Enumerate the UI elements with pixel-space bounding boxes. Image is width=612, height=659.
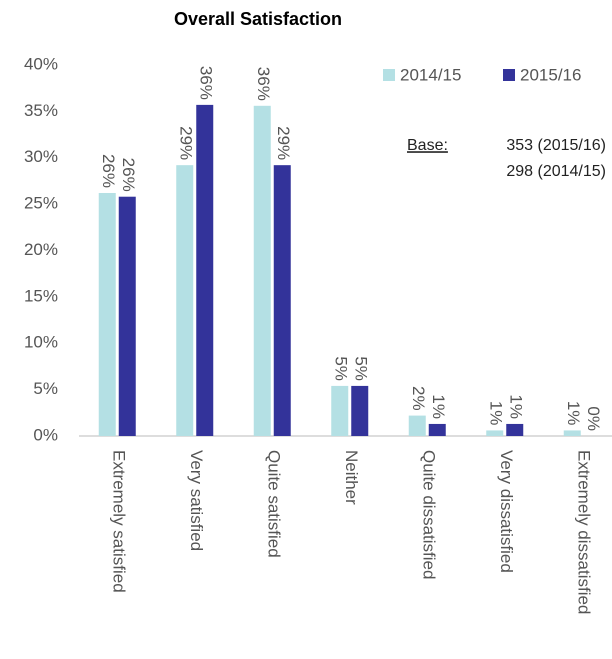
legend-swatch <box>503 69 515 81</box>
bar <box>273 165 291 437</box>
value-label: 26% <box>119 158 138 192</box>
chart-title: Overall Satisfaction <box>174 9 342 29</box>
value-label: 29% <box>176 126 195 160</box>
y-tick-label: 40% <box>24 54 58 73</box>
x-tick-label: Very dissatisfied <box>497 450 516 573</box>
x-tick-label: Neither <box>342 450 361 505</box>
value-label: 26% <box>99 154 118 188</box>
x-tick-label: Extremely dissatisfied <box>574 450 593 614</box>
bar <box>98 192 116 436</box>
y-tick-label: 0% <box>33 425 58 444</box>
y-tick-label: 5% <box>33 379 58 398</box>
y-tick-label: 15% <box>24 286 58 305</box>
bar <box>253 105 271 436</box>
base-note: 353 (2015/16) <box>506 137 606 154</box>
legend-label: 2014/15 <box>400 65 461 84</box>
value-label: 0% <box>584 406 603 431</box>
value-label: 5% <box>351 356 370 381</box>
bar <box>118 196 136 436</box>
bar <box>506 423 524 436</box>
bar <box>196 104 214 436</box>
y-tick-label: 25% <box>24 194 58 213</box>
x-tick-label: Quite dissatisfied <box>419 450 438 579</box>
value-label: 2% <box>409 386 428 411</box>
bar <box>176 165 194 437</box>
x-tick-label: Quite satisfied <box>264 450 283 558</box>
base-note: 298 (2014/15) <box>506 163 606 180</box>
bar <box>563 430 581 436</box>
value-label: 1% <box>506 394 525 419</box>
value-label: 1% <box>564 401 583 426</box>
bar <box>331 385 349 436</box>
bar <box>486 430 504 436</box>
x-tick-label: Very satisfied <box>187 450 206 551</box>
value-label: 5% <box>331 356 350 381</box>
bar <box>408 415 426 436</box>
value-label: 1% <box>429 394 448 419</box>
value-label: 36% <box>196 66 215 100</box>
bar <box>351 385 369 436</box>
base-label: Base: <box>407 137 448 154</box>
y-tick-label: 35% <box>24 101 58 120</box>
y-tick-label: 20% <box>24 240 58 259</box>
bar <box>428 423 446 436</box>
legend-label: 2015/16 <box>520 65 581 84</box>
value-label: 1% <box>486 401 505 426</box>
x-tick-label: Extremely satisfied <box>109 450 128 593</box>
y-tick-label: 30% <box>24 147 58 166</box>
y-tick-label: 10% <box>24 333 58 352</box>
legend-swatch <box>383 69 395 81</box>
value-label: 36% <box>254 67 273 101</box>
value-label: 29% <box>274 126 293 160</box>
